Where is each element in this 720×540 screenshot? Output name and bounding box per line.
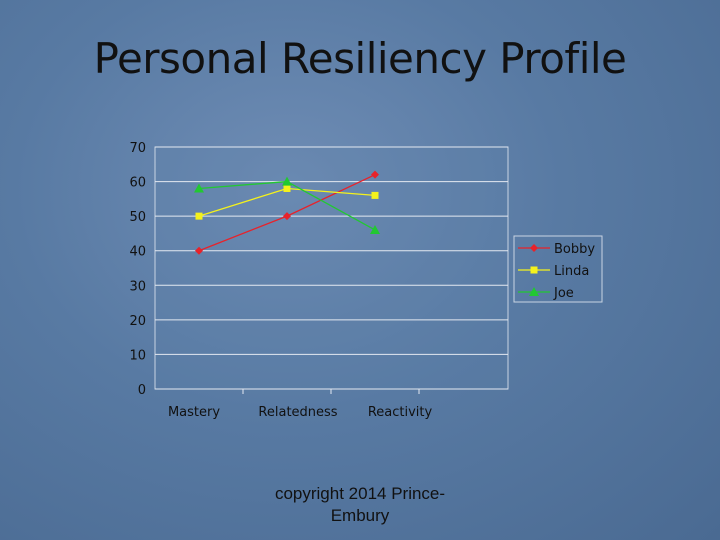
legend-label: Bobby <box>554 242 595 257</box>
slide-title: Personal Resiliency Profile <box>93 34 627 83</box>
y-tick-label: 50 <box>129 210 146 225</box>
data-point-square <box>530 266 538 274</box>
footer-line-1: copyright 2014 Prince- <box>274 484 446 503</box>
copyright-footer: copyright 2014 Prince- Embury <box>200 483 520 527</box>
footer-line-2: Embury <box>330 506 390 525</box>
gridlines <box>155 146 508 390</box>
data-point-square <box>283 184 291 192</box>
y-tick-label: 70 <box>129 141 146 156</box>
y-tick-label: 20 <box>129 314 146 329</box>
y-axis-ticks: 0 10 20 30 40 50 60 70 <box>129 141 146 398</box>
x-tick-label: Reactivity <box>368 405 433 420</box>
x-axis-ticks: Mastery Relatedness Reactivity <box>168 389 433 420</box>
y-tick-label: 30 <box>129 279 146 294</box>
plot-area <box>154 146 509 390</box>
data-point-diamond <box>371 170 379 179</box>
data-point-triangle <box>370 224 380 234</box>
data-point-diamond <box>530 244 538 252</box>
data-point-triangle <box>194 183 204 193</box>
legend-label: Linda <box>554 264 589 279</box>
data-point-square <box>371 191 379 199</box>
series-lines <box>194 170 380 255</box>
x-tick-label: Mastery <box>168 405 220 420</box>
y-tick-label: 60 <box>129 176 146 191</box>
y-tick-label: 10 <box>129 348 146 363</box>
legend-label: Joe <box>553 286 574 301</box>
chart-legend: Bobby Linda Joe <box>513 235 603 303</box>
y-tick-label: 40 <box>129 245 146 260</box>
data-point-square <box>195 212 203 220</box>
data-point-triangle <box>282 176 292 186</box>
data-point-diamond <box>195 246 203 255</box>
data-point-diamond <box>283 212 291 221</box>
y-tick-label: 0 <box>138 383 146 398</box>
data-point-triangle <box>529 287 539 296</box>
plot-background <box>154 146 509 390</box>
legend-box <box>513 235 603 303</box>
x-tick-label: Relatedness <box>258 405 337 420</box>
